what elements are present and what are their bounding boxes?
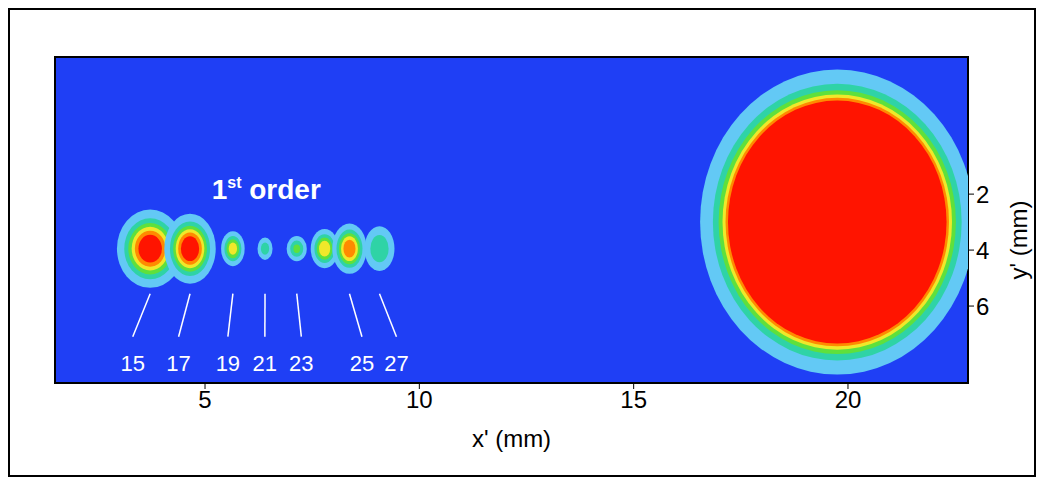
svg-text:21: 21	[253, 351, 277, 376]
svg-text:17: 17	[166, 351, 190, 376]
svg-text:2: 2	[976, 181, 989, 208]
html-text:x' (mm): x' (mm)	[471, 425, 552, 452]
svg-text:27: 27	[384, 351, 408, 376]
svg-text:20: 20	[835, 386, 862, 413]
svg-text:19: 19	[216, 351, 240, 376]
svg-text:23: 23	[289, 351, 313, 376]
svg-text:6: 6	[976, 293, 989, 320]
svg-text:1st order: 1st order	[212, 174, 321, 205]
html-text:y' (mm): y' (mm)	[1005, 200, 1032, 280]
svg-text:10: 10	[406, 386, 433, 413]
svg-text:15: 15	[121, 351, 145, 376]
svg-text:5: 5	[198, 386, 211, 413]
svg-text:15: 15	[620, 386, 647, 413]
svg-text:25: 25	[350, 351, 374, 376]
svg-text:4: 4	[976, 237, 989, 264]
